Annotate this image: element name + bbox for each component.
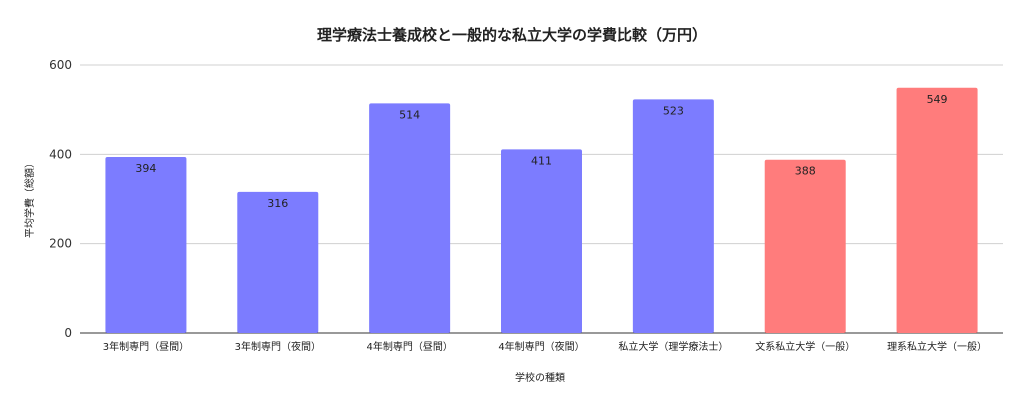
y-tick-label: 400 — [49, 147, 72, 161]
y-tick-label: 0 — [64, 326, 72, 340]
x-axis-label: 学校の種類 — [515, 371, 565, 384]
data-label: 388 — [795, 165, 816, 178]
y-tick-label: 600 — [49, 58, 72, 72]
bar — [237, 191, 319, 333]
data-label: 549 — [927, 93, 948, 106]
x-tick-label: 4年制専門（夜間） — [498, 340, 584, 353]
bar — [501, 149, 582, 333]
y-axis-label: 平均学費（総額） — [23, 158, 36, 238]
data-label: 523 — [663, 104, 684, 117]
bars — [105, 87, 978, 333]
bar — [369, 103, 451, 333]
x-tick-label: 文系私立大学（一般） — [755, 340, 855, 353]
x-tick-label: 私立大学（理学療法士） — [618, 340, 728, 353]
x-axis-ticks: 3年制専門（昼間） 3年制専門（夜間） 4年制専門（昼間） 4年制専門（夜間） 私立大学… — [103, 340, 987, 353]
x-tick-label: 4年制専門（昼間） — [366, 340, 452, 353]
y-tick-label: 200 — [49, 237, 72, 251]
data-label: 411 — [531, 154, 552, 167]
data-label: 316 — [267, 197, 288, 210]
x-tick-label: 3年制専門（夜間） — [235, 340, 321, 353]
bar — [632, 99, 714, 333]
bar — [896, 87, 978, 333]
bar — [764, 159, 846, 333]
chart-title: 理学療法士養成校と一般的な私立大学の学費比較（万円） — [317, 26, 707, 44]
x-tick-label: 理系私立大学（一般） — [887, 340, 987, 353]
y-axis-ticks: 0 200 400 600 — [49, 58, 72, 340]
bar — [105, 157, 187, 333]
data-label: 514 — [399, 108, 420, 121]
x-tick-label: 3年制専門（昼間） — [103, 340, 189, 353]
data-labels: 394 316 514 411 523 388 549 — [135, 93, 947, 210]
data-label: 394 — [135, 162, 156, 175]
